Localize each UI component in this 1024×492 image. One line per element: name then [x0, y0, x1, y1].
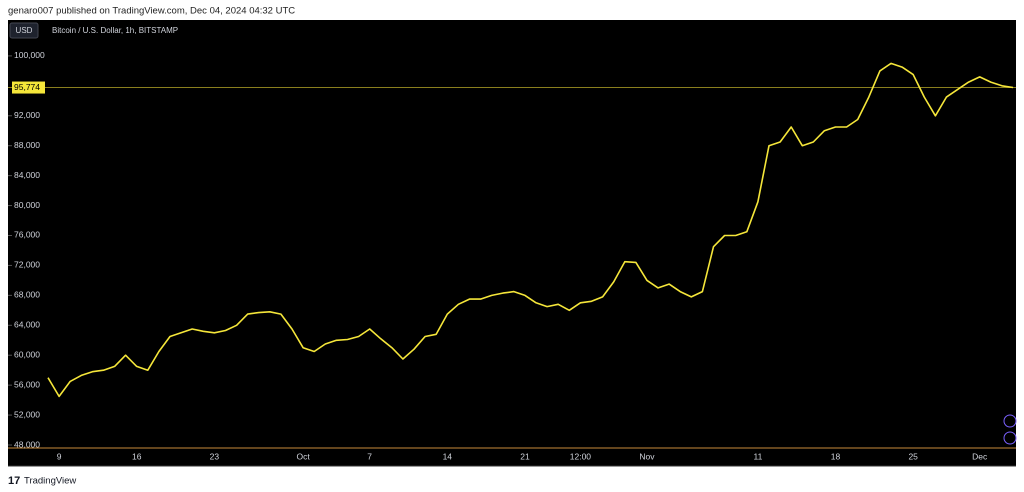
alert-button[interactable]: [1003, 431, 1017, 445]
y-tick-label: 100,000: [14, 50, 45, 60]
logo-mark: 17: [8, 475, 20, 487]
y-tick-label: 56,000: [14, 379, 40, 389]
currency-label: USD: [16, 26, 33, 35]
x-tick-label: 14: [443, 451, 453, 461]
x-tick-label: 9: [57, 451, 62, 461]
y-tick-label: 48,000: [14, 439, 40, 449]
y-tick-label: 76,000: [14, 230, 40, 240]
x-tick-label: 11: [753, 451, 762, 461]
price-line: [47, 62, 1014, 398]
y-tick-label: 68,000: [14, 290, 40, 300]
chart-background: [8, 20, 1016, 466]
last-price-label: 95,774: [14, 82, 40, 92]
x-tick-label: 7: [367, 451, 372, 461]
y-tick-label: 52,000: [14, 409, 40, 419]
add-button[interactable]: [1003, 414, 1017, 428]
x-tick-label: 23: [210, 451, 220, 461]
x-tick-label: Nov: [639, 451, 655, 461]
currency-button[interactable]: [9, 22, 39, 39]
y-tick-label: 92,000: [14, 110, 40, 120]
footer-brand: TradingView: [24, 476, 76, 487]
y-tick-label: 84,000: [14, 170, 40, 180]
publish-header: genaro007 published on TradingView.com, …: [8, 6, 295, 17]
x-tick-label: Dec: [972, 451, 988, 461]
y-tick-label: 88,000: [14, 140, 40, 150]
y-tick-label: 80,000: [14, 200, 40, 210]
y-tick-label: 60,000: [14, 349, 40, 359]
x-tick-label: 16: [132, 451, 142, 461]
x-tick-label: 18: [831, 451, 841, 461]
x-tick-label: 21: [520, 451, 530, 461]
y-tick-label: 64,000: [14, 320, 40, 330]
y-tick-label: 72,000: [14, 260, 40, 270]
x-tick-label: Oct: [296, 451, 310, 461]
last-price-tag: [12, 81, 45, 94]
x-tick-label: 12:00: [570, 451, 592, 461]
x-tick-label: 25: [908, 451, 918, 461]
chart-title: Bitcoin / U.S. Dollar, 1h, BITSTAMP: [52, 26, 178, 35]
